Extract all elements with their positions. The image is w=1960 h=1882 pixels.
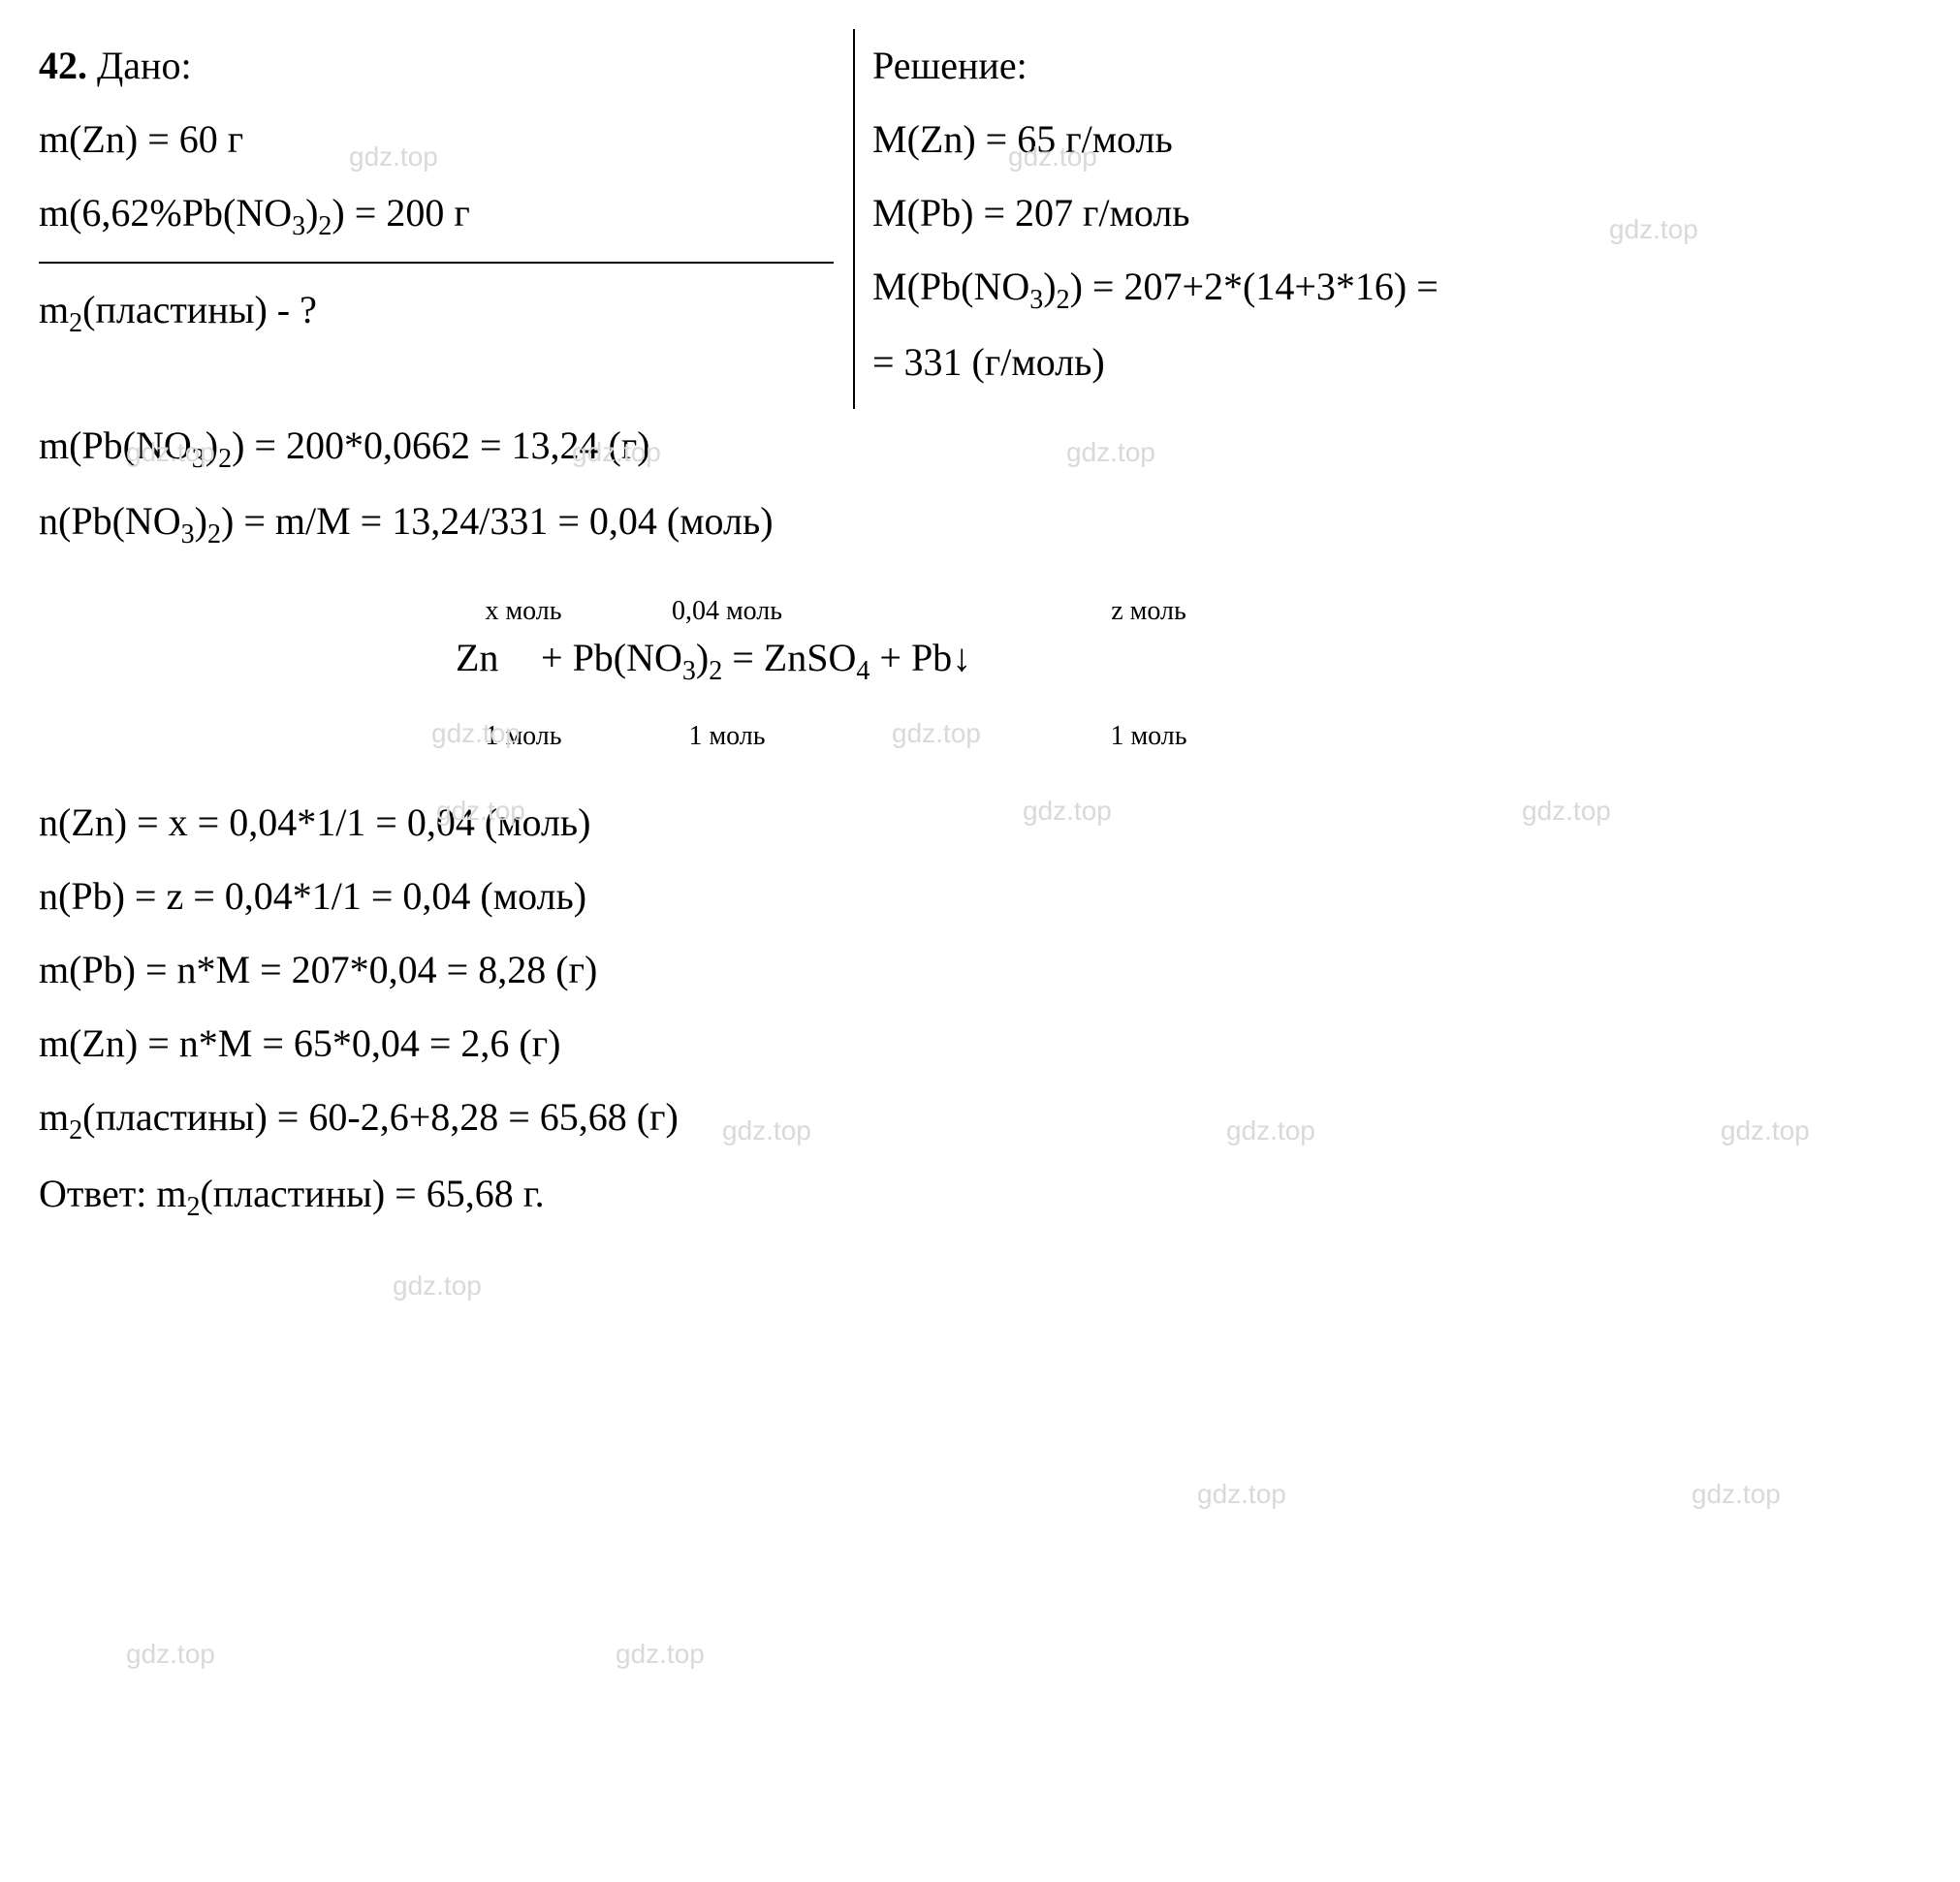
eq-b-s1: 3 (682, 656, 696, 686)
problem-number: 42. (39, 44, 87, 87)
eq-top-d: z моль (1086, 595, 1212, 628)
given-l1-val: 60 г (179, 117, 243, 161)
equation-main-row: Zn + Pb(NO3)2 = ZnSO4 + Pb↓ (456, 627, 1921, 696)
equation-top-row: x моль 0,04 моль z моль (456, 595, 1921, 628)
watermark-text: gdz.top (1197, 1468, 1286, 1520)
calc-c3: m(Pb) = n*M = 207*0,04 = 8,28 (г) (39, 933, 1921, 1007)
b2s2: 2 (207, 519, 221, 549)
given-word: Дано: (97, 44, 192, 87)
eq-d: Pb↓ (911, 636, 971, 679)
eq-c-pre: ZnSO (764, 636, 857, 679)
body-b2: n(Pb(NO3)2) = m/M = 13,24/331 = 0,04 (мо… (39, 485, 1921, 560)
eq-b-s2: 2 (709, 656, 722, 686)
eq-b-mid: ) (696, 636, 709, 679)
watermark-text: gdz.top (1691, 1468, 1781, 1520)
watermark-text: gdz.top (126, 1628, 215, 1679)
sol-r3c: ) = 207+2*(14+3*16) = (1070, 265, 1438, 308)
b2a: n(Pb(NO (39, 499, 181, 543)
find-line: m2(пластины) - ? (39, 273, 834, 349)
given-l2-sub2: 2 (318, 211, 332, 241)
answer-post: (пластины) = 65,68 г. (200, 1172, 544, 1215)
sol-r3-s1: 3 (1029, 285, 1043, 315)
vertical-divider (853, 29, 855, 409)
answer-line: Ответ: m2(пластины) = 65,68 г. (39, 1157, 1921, 1233)
find-sub: 2 (69, 308, 82, 338)
sol-r4: = 331 (г/моль) (872, 326, 1921, 399)
sol-r1: M(Zn) = 65 г/моль (872, 103, 1921, 176)
b1b: ) (205, 423, 218, 467)
sol-r3-s2: 2 (1057, 285, 1070, 315)
c5-sub: 2 (69, 1115, 82, 1145)
b1s1: 3 (192, 444, 205, 474)
calc-c1: n(Zn) = x = 0,04*1/1 = 0,04 (моль) (39, 786, 1921, 860)
given-column: 42. Дано: m(Zn) = 60 г m(6,62%Pb(NO3)2) … (39, 29, 853, 399)
eq-b-pre: Pb(NO (573, 636, 682, 679)
b2b: ) (195, 499, 207, 543)
eq-a: Zn (456, 635, 531, 681)
c5-post: (пластины) = 60-2,6+8,28 = 65,68 (г) (82, 1095, 679, 1139)
sol-r3: M(Pb(NO3)2) = 207+2*(14+3*16) = (872, 250, 1921, 326)
eq-top-c (863, 595, 1086, 628)
eq-plus2: + (869, 636, 911, 679)
eq-top-b: 0,04 моль (591, 595, 863, 628)
given-l2-post2: ) = (332, 191, 386, 235)
b1c: ) = 200*0,0662 = 13,24 (г) (232, 423, 649, 467)
find-pre: m (39, 288, 69, 331)
given-l2-pre: m(6,62%Pb(NO (39, 191, 292, 235)
eq-bot-c (863, 720, 1086, 753)
b2c: ) = m/M = 13,24/331 = 0,04 (моль) (221, 499, 774, 543)
eq-eq: = (722, 636, 764, 679)
b2s1: 3 (181, 519, 195, 549)
eq-bot-a: 1 моль (456, 720, 591, 753)
sol-r3a: M(Pb(NO (872, 265, 1029, 308)
calc-c2: n(Pb) = z = 0,04*1/1 = 0,04 (моль) (39, 860, 1921, 933)
solution-word: Решение: (872, 29, 1921, 103)
c5-pre: m (39, 1095, 69, 1139)
sol-r3b: ) (1043, 265, 1056, 308)
given-l2-sub1: 3 (292, 211, 305, 241)
answer-pre: Ответ: m (39, 1172, 186, 1215)
eq-bot-d: 1 моль (1086, 720, 1212, 753)
equation-block: x моль 0,04 моль z моль Zn + Pb(NO3)2 = … (456, 595, 1921, 753)
calc-c4: m(Zn) = n*M = 65*0,04 = 2,6 (г) (39, 1007, 1921, 1081)
given-separator (39, 262, 834, 264)
given-l2-val: 200 г (386, 191, 469, 235)
find-post: (пластины) - ? (82, 288, 317, 331)
sol-r2: M(Pb) = 207 г/моль (872, 176, 1921, 250)
watermark-text: gdz.top (616, 1628, 705, 1679)
body-b1: m(Pb(NO3)2) = 200*0,0662 = 13,24 (г) (39, 409, 1921, 485)
given-line-2: m(6,62%Pb(NO3)2) = 200 г (39, 176, 834, 252)
calc-c5: m2(пластины) = 60-2,6+8,28 = 65,68 (г) (39, 1081, 1921, 1156)
watermark-text: gdz.top (393, 1260, 482, 1311)
eq-c-s: 4 (856, 656, 869, 686)
header-given: 42. Дано: (39, 29, 834, 103)
eq-plus1: + (531, 636, 573, 679)
page: 42. Дано: m(Zn) = 60 г m(6,62%Pb(NO3)2) … (0, 0, 1960, 1882)
given-line-1: m(Zn) = 60 г (39, 103, 834, 176)
given-l1-pre: m(Zn) = (39, 117, 179, 161)
given-l2-post1: ) (305, 191, 318, 235)
b1a: m(Pb(NO (39, 423, 192, 467)
answer-sub: 2 (186, 1192, 200, 1222)
two-column-block: 42. Дано: m(Zn) = 60 г m(6,62%Pb(NO3)2) … (39, 29, 1921, 399)
eq-top-a: x моль (456, 595, 591, 628)
solution-column: Решение: M(Zn) = 65 г/моль M(Pb) = 207 г… (853, 29, 1921, 399)
eq-bot-b: 1 моль (591, 720, 863, 753)
b1s2: 2 (218, 444, 232, 474)
equation-bottom-row: 1 моль 1 моль 1 моль (456, 696, 1921, 753)
